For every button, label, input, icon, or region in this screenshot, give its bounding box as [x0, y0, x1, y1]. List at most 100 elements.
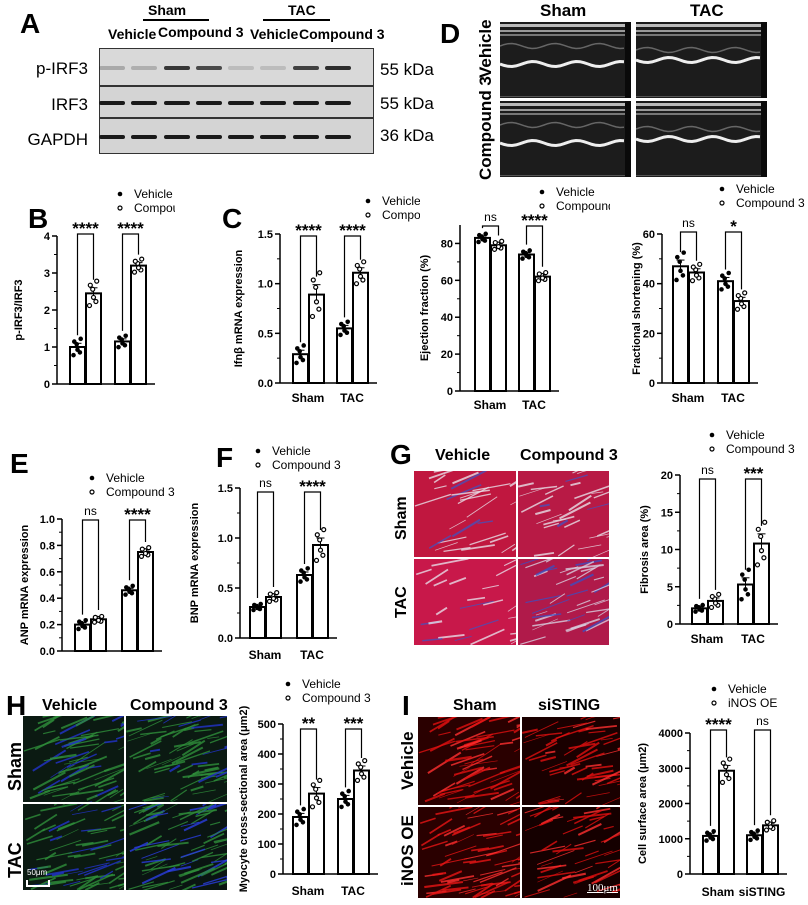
data-point: [258, 601, 263, 607]
data-point: [708, 835, 713, 840]
legend-marker-filled: [285, 681, 291, 687]
data-point: [480, 236, 485, 242]
legend-label: Vehicle: [134, 187, 173, 201]
y-axis-label: ANP mRNA expression: [19, 525, 31, 646]
significance-label: ****: [72, 219, 99, 238]
data-point: [723, 281, 728, 287]
legend-label: Vehicle: [272, 444, 311, 458]
phalloidin-image-sham-inos-oe: [417, 806, 521, 899]
legend-marker-open: [719, 200, 725, 206]
significance-label: ****: [299, 477, 326, 496]
data-point: [712, 600, 719, 606]
significance-label: ns: [701, 463, 714, 477]
data-point: [680, 273, 686, 278]
data-point: [316, 799, 322, 805]
echo-col-header-tac: TAC: [690, 1, 724, 20]
data-point: [678, 268, 683, 274]
legend-label: Vehicle: [382, 194, 420, 208]
data-point: [75, 347, 80, 353]
y-axis-label: BNP mRNA expression: [189, 503, 201, 624]
y-tick-label: 40: [441, 312, 453, 324]
data-point: [708, 604, 715, 611]
data-point: [138, 553, 145, 559]
x-category-label: Sham: [474, 398, 507, 410]
data-point: [266, 598, 273, 604]
y-tick-label: 0.0: [40, 646, 55, 658]
data-point: [91, 619, 98, 625]
data-point: [677, 259, 682, 265]
legend-marker-filled: [89, 475, 95, 481]
bar: [762, 824, 779, 875]
data-point: [697, 607, 702, 612]
x-category-label: TAC: [125, 659, 149, 660]
data-point: [338, 332, 343, 338]
data-point: [748, 837, 753, 843]
legend-marker-filled: [709, 432, 715, 438]
data-point: [491, 246, 498, 252]
y-tick-label: 1.0: [218, 533, 233, 545]
y-axis-label: Cell surface area (μm2): [637, 743, 649, 864]
data-point: [295, 346, 300, 351]
data-point: [93, 298, 99, 305]
data-point: [709, 593, 715, 600]
data-point: [742, 577, 747, 582]
x-category-label: Sham: [74, 659, 107, 660]
data-point: [754, 562, 761, 568]
data-point: [746, 567, 751, 573]
data-point: [139, 546, 145, 552]
x-category-label: Sham: [249, 648, 282, 660]
y-tick-label: 1.0: [258, 279, 273, 291]
panel-label-g: G: [390, 439, 412, 470]
trichrome-row-header-tac: TAC: [393, 586, 410, 618]
data-point: [761, 555, 767, 561]
data-point: [527, 248, 532, 253]
panel-label-f: F: [216, 442, 234, 473]
significance-bracket: [481, 225, 500, 236]
panel-label-e: E: [10, 448, 29, 479]
y-tick-label: 0: [447, 386, 453, 398]
significance-bracket: [709, 729, 728, 826]
data-point: [764, 819, 770, 825]
data-point: [340, 791, 345, 797]
chart-fibrosis-area: 0 5 10 15 20 Fibrosis area (%) ns Sham *** TAC Veh…: [639, 430, 795, 646]
panel-label-a: A: [20, 8, 41, 39]
significance-label: ***: [344, 714, 364, 733]
panel-label-d: D: [440, 18, 461, 49]
data-point: [252, 602, 257, 608]
data-point: [723, 764, 729, 770]
significance-bracket: [76, 233, 95, 336]
significance-bracket: [343, 235, 362, 318]
y-tick-label: 0: [649, 378, 655, 390]
blot-band: [164, 101, 190, 105]
data-point: [362, 757, 368, 764]
significance-bracket: [753, 729, 772, 826]
legend-marker-open: [539, 203, 545, 209]
blot-band: [99, 135, 125, 139]
echo-col-header-sham: Sham: [540, 1, 587, 20]
legend-marker-filled: [719, 186, 725, 192]
significance-bracket: [679, 231, 698, 261]
blot-band: [99, 101, 125, 105]
y-tick-label: 300: [258, 779, 276, 791]
data-point: [752, 834, 757, 840]
bar: [718, 769, 735, 875]
x-category-label: Sham: [292, 391, 325, 405]
data-point: [353, 281, 360, 287]
data-point: [758, 533, 764, 540]
y-tick-label: 80: [441, 238, 453, 250]
data-point: [539, 275, 546, 281]
legend-label: Vehicle: [556, 185, 595, 199]
significance-bracket: [81, 519, 100, 615]
trichrome-col-header-compound3: Compound 3: [520, 447, 618, 464]
significance-bracket: [121, 233, 140, 331]
data-point: [142, 550, 149, 557]
y-tick-label: 1.5: [258, 229, 273, 241]
y-tick-label: 0.4: [40, 593, 56, 605]
legend-label: iNOS OE: [728, 696, 777, 710]
data-point: [343, 799, 348, 804]
wga-image-sham-compound3: [125, 715, 228, 803]
data-point: [743, 587, 748, 592]
bar: [121, 589, 138, 652]
y-tick-label: 0.5: [258, 328, 273, 340]
echo-image-tac-compound3: [635, 100, 768, 178]
